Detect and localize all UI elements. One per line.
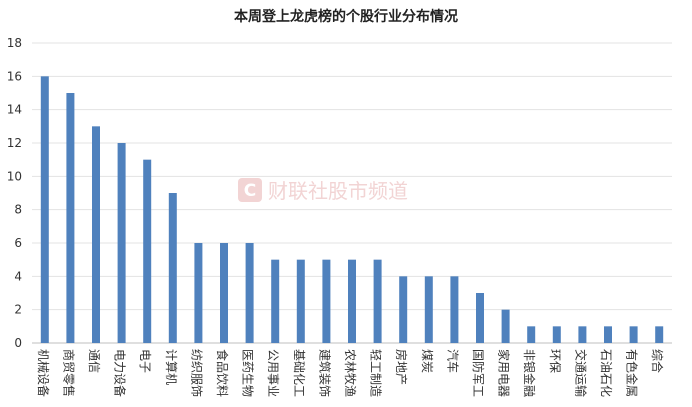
watermark: C 财联社股市频道	[238, 178, 408, 203]
x-tick-label: 农林牧渔	[343, 349, 357, 397]
x-tick-label: 综合	[650, 349, 665, 373]
x-tick-label: 环保	[548, 349, 562, 373]
y-tick-label: 18	[7, 36, 22, 50]
y-tick-label: 16	[7, 69, 22, 83]
bar	[424, 276, 433, 343]
svg-text:C: C	[244, 181, 256, 201]
bar	[271, 259, 280, 343]
bar	[629, 326, 638, 343]
x-tick-label: 纺织服饰	[189, 349, 203, 397]
bar	[296, 259, 305, 343]
y-tick-label: 6	[14, 236, 22, 250]
x-tick-label: 基础化工	[292, 349, 306, 397]
y-tick-label: 12	[7, 136, 22, 150]
bar	[168, 193, 177, 343]
bar	[552, 326, 561, 343]
bar	[40, 76, 49, 343]
bar	[143, 159, 152, 343]
bar	[322, 259, 331, 343]
x-tick-label: 食品饮料	[215, 349, 230, 397]
x-tick-label: 煤炭	[420, 349, 434, 373]
x-tick-label: 有色金属	[625, 349, 640, 397]
x-tick-label: 医药生物	[241, 349, 255, 397]
gridlines	[32, 42, 672, 344]
x-tick-label: 房地产	[394, 349, 409, 385]
y-tick-label: 4	[14, 269, 22, 283]
x-tick-label: 商贸零售	[61, 349, 76, 397]
bar	[476, 293, 484, 343]
x-tick-label: 建筑装饰	[317, 349, 332, 397]
bar	[527, 326, 536, 343]
bar	[220, 243, 228, 343]
bar	[245, 243, 254, 343]
x-tick-label: 非银金融	[522, 349, 537, 397]
bar	[194, 243, 203, 343]
y-tick-label: 2	[14, 303, 22, 317]
x-axis-labels: 机械设备 商贸零售 通信 电力设备 电子 计算机 纺织服饰 食品饮料 医药生物 公用事业 基础化工建…	[36, 349, 665, 397]
bar	[117, 143, 126, 343]
x-tick-label: 家用电器	[497, 349, 512, 397]
x-tick-label: 电力设备	[113, 349, 127, 397]
bar	[604, 326, 612, 343]
chart-title: 本周登上龙虎榜的个股行业分布情况	[234, 8, 458, 25]
x-tick-label: 电子	[138, 349, 152, 373]
x-tick-label: 国防军工	[471, 349, 486, 397]
y-axis-ticks: 0 2 4 6 8 10 12 14 16 18	[7, 36, 22, 350]
x-tick-label: 交通运输	[573, 349, 588, 397]
bar	[450, 276, 459, 343]
y-tick-label: 10	[7, 169, 22, 183]
bar	[92, 126, 100, 343]
x-tick-label: 计算机	[164, 349, 179, 385]
y-tick-label: 8	[14, 203, 22, 217]
bar	[399, 276, 408, 343]
bar	[66, 93, 75, 343]
x-tick-label: 汽车	[445, 349, 460, 373]
watermark-logo-icon	[238, 178, 262, 202]
bar	[348, 259, 356, 343]
x-tick-label: 通信	[87, 349, 101, 373]
y-tick-label: 14	[7, 103, 22, 117]
x-tick-label: 轻工制造	[369, 349, 383, 397]
x-tick-label: 公用事业	[266, 349, 280, 397]
bar	[655, 326, 664, 343]
watermark-text: 财联社股市频道	[268, 179, 408, 203]
y-tick-label: 0	[14, 336, 22, 350]
x-tick-label: 机械设备	[36, 349, 51, 397]
bar	[373, 259, 382, 343]
bars	[40, 76, 664, 343]
bar	[501, 309, 510, 343]
bar	[578, 326, 587, 343]
x-tick-label: 石油石化	[599, 349, 613, 397]
